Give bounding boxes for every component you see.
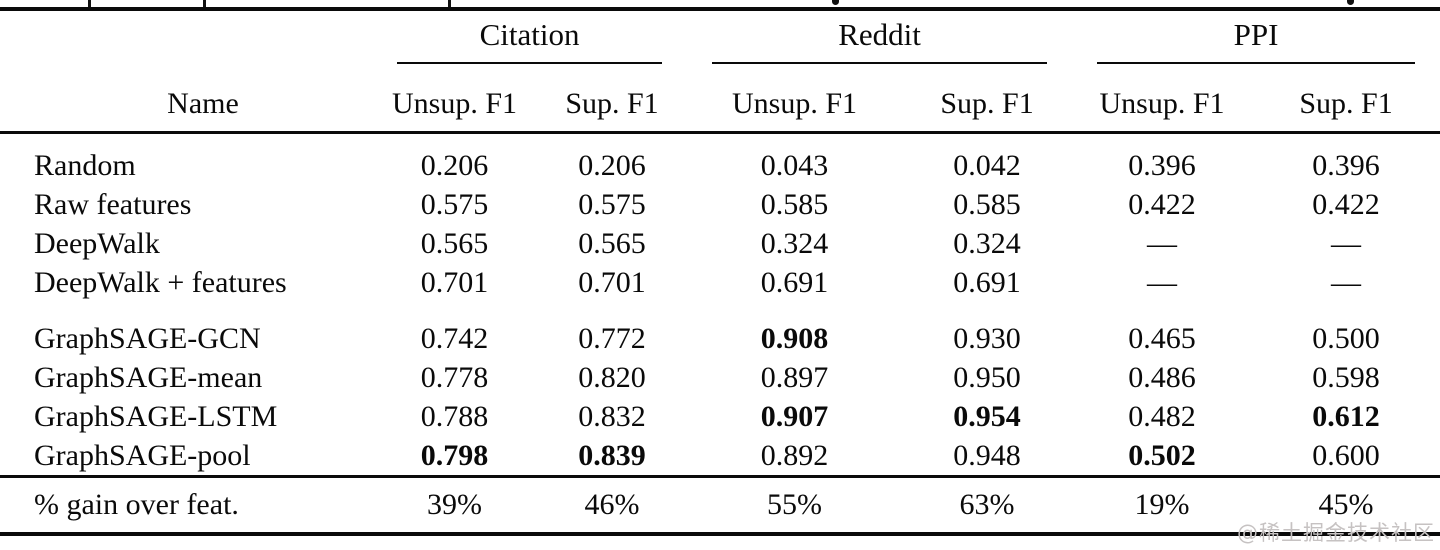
cell-value: 0.565 [578, 226, 646, 260]
cell-value: 0.907 [760, 399, 829, 433]
cell-value: — [1147, 265, 1178, 299]
cell-value: 0.598 [1312, 360, 1380, 394]
table-top-rule [0, 7, 1440, 11]
caption-fragment [88, 0, 91, 7]
cell-value: 0.948 [953, 438, 1021, 472]
cell-value: 0.422 [1312, 187, 1380, 221]
cell-value: 0.396 [1128, 148, 1196, 182]
group-label-citation: Citation [397, 17, 663, 64]
cell-value: 0.701 [578, 265, 646, 299]
footer-value: 63% [959, 488, 1015, 521]
cell-value: 0.839 [578, 438, 646, 472]
row-name: Raw features [34, 187, 192, 221]
group-label-reddit: Reddit [712, 17, 1048, 64]
column-header-name: Name [167, 87, 239, 120]
corner-cell [0, 11, 372, 64]
row-name: GraphSAGE-GCN [34, 321, 261, 355]
group-gap-row [0, 302, 1440, 319]
row-name: Random [34, 148, 136, 182]
cell-value: 0.585 [953, 187, 1021, 221]
cell-value: 0.742 [420, 321, 489, 355]
cut-off-caption-fragment [0, 0, 1440, 7]
group-reddit: Reddit [687, 11, 1072, 64]
cell-value: 0.324 [760, 226, 829, 260]
cell-value: 0.324 [953, 226, 1021, 260]
column-header: Sup. F1 [565, 87, 659, 120]
caption-fragment [1347, 0, 1354, 5]
group-ppi: PPI [1072, 11, 1440, 64]
table-row: Random 0.206 0.206 0.043 0.042 0.396 0.3… [0, 146, 1440, 185]
cell-value: 0.778 [420, 360, 489, 394]
cell-value: 0.575 [578, 187, 646, 221]
cell-value: 0.612 [1312, 399, 1380, 433]
column-header: Sup. F1 [940, 87, 1034, 120]
cell-value: 0.691 [760, 265, 829, 299]
cell-value: — [1331, 265, 1362, 299]
table-row: DeepWalk 0.565 0.565 0.324 0.324 — — [0, 224, 1440, 263]
footer-value: 55% [767, 488, 823, 521]
table-row: GraphSAGE-LSTM 0.788 0.832 0.907 0.954 0… [0, 397, 1440, 436]
cell-value: 0.897 [760, 360, 829, 394]
caption-fragment [832, 0, 839, 5]
cell-value: 0.486 [1128, 360, 1196, 394]
cell-value: 0.396 [1312, 148, 1380, 182]
table-row: GraphSAGE-mean 0.778 0.820 0.897 0.950 0… [0, 358, 1440, 397]
cell-value: 0.600 [1312, 438, 1380, 472]
caption-fragment [448, 0, 451, 7]
footer-value: 45% [1318, 488, 1374, 521]
cell-value: 0.691 [953, 265, 1021, 299]
table-row: DeepWalk + features 0.701 0.701 0.691 0.… [0, 263, 1440, 302]
cell-value: 0.950 [953, 360, 1021, 394]
cell-value: 0.798 [420, 438, 489, 472]
column-header: Unsup. F1 [732, 87, 858, 120]
cell-value: 0.701 [420, 265, 489, 299]
column-header: Sup. F1 [1299, 87, 1393, 120]
cell-value: 0.930 [953, 321, 1021, 355]
cell-value: 0.206 [578, 148, 646, 182]
column-header: Unsup. F1 [1099, 87, 1225, 120]
cell-value: 0.908 [760, 321, 829, 355]
cell-value: 0.954 [953, 399, 1021, 433]
cell-value: 0.565 [420, 226, 489, 260]
row-name: GraphSAGE-LSTM [34, 399, 278, 433]
cell-value: 0.502 [1128, 438, 1196, 472]
table-row: GraphSAGE-pool 0.798 0.839 0.892 0.948 0… [0, 436, 1440, 477]
footer-value: 46% [584, 488, 640, 521]
footer-value: 39% [427, 488, 482, 521]
group-label-ppi: PPI [1097, 17, 1416, 64]
table-row: Raw features 0.575 0.575 0.585 0.585 0.4… [0, 185, 1440, 224]
cell-value: 0.043 [760, 148, 829, 182]
row-name: GraphSAGE-pool [34, 438, 251, 472]
spacer-row [0, 133, 1440, 147]
gain-row: % gain over feat. 39% 46% 55% 63% 19% 45… [0, 477, 1440, 535]
row-name: GraphSAGE-mean [34, 360, 263, 394]
cell-value: 0.575 [420, 187, 489, 221]
results-table: Citation Reddit PPI Name Unsup. F1 Sup. … [0, 11, 1440, 536]
column-header: Unsup. F1 [391, 87, 518, 120]
cell-value: 0.500 [1312, 321, 1380, 355]
column-header-row: Name Unsup. F1 Sup. F1 Unsup. F1 Sup. F1… [0, 64, 1440, 133]
cell-value: 0.892 [760, 438, 829, 472]
cell-value: 0.788 [420, 399, 489, 433]
cell-value: — [1331, 226, 1362, 260]
row-name: DeepWalk + features [34, 265, 287, 299]
cell-value: 0.772 [578, 321, 646, 355]
group-header-row: Citation Reddit PPI [0, 11, 1440, 64]
table-row: GraphSAGE-GCN 0.742 0.772 0.908 0.930 0.… [0, 319, 1440, 358]
cell-value: 0.042 [953, 148, 1021, 182]
row-name: DeepWalk [34, 226, 160, 260]
cell-value: 0.482 [1128, 399, 1196, 433]
footer-value: 19% [1134, 488, 1190, 521]
footer-label: % gain over feat. [34, 488, 239, 521]
cell-value: 0.832 [578, 399, 646, 433]
cell-value: — [1147, 226, 1178, 260]
group-citation: Citation [372, 11, 687, 64]
cell-value: 0.820 [578, 360, 646, 394]
caption-fragment [203, 0, 206, 7]
cell-value: 0.422 [1128, 187, 1196, 221]
cell-value: 0.585 [760, 187, 829, 221]
cell-value: 0.206 [420, 148, 489, 182]
watermark: @稀土掘金技术社区 [1237, 521, 1435, 545]
cell-value: 0.465 [1128, 321, 1196, 355]
